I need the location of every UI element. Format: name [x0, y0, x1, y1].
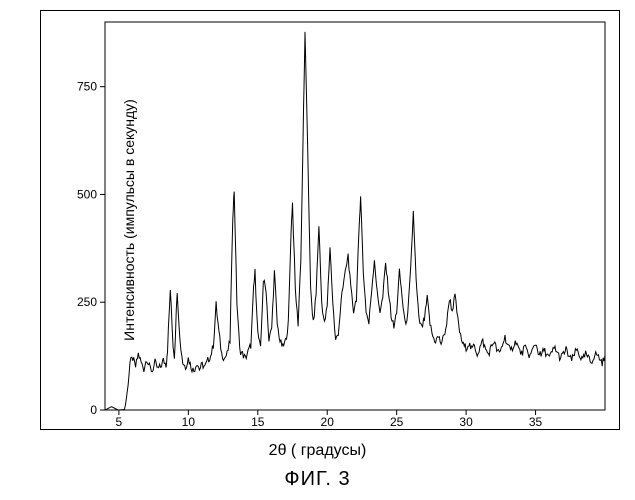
svg-text:10: 10: [182, 415, 196, 429]
xrd-chart: 5 10 15 20 25 30 35 0 250 500 750: [40, 10, 620, 430]
svg-text:15: 15: [251, 415, 265, 429]
svg-text:500: 500: [77, 187, 97, 201]
axis-group: 5 10 15 20 25 30 35 0 250 500 750: [77, 22, 605, 429]
chart-wrapper: Интенсивность (импульсы в секунду) 51015…: [0, 0, 635, 500]
svg-text:20: 20: [321, 415, 335, 429]
svg-text:5: 5: [116, 415, 123, 429]
svg-text:0: 0: [90, 403, 97, 417]
svg-text:250: 250: [77, 295, 97, 309]
svg-text:35: 35: [529, 415, 543, 429]
svg-text:30: 30: [459, 415, 473, 429]
svg-text:750: 750: [77, 80, 97, 94]
data-series: [105, 32, 605, 410]
svg-text:25: 25: [390, 415, 404, 429]
x-axis-label: 2θ ( градусы): [0, 442, 635, 460]
figure-caption: ФИГ. 3: [0, 468, 635, 491]
